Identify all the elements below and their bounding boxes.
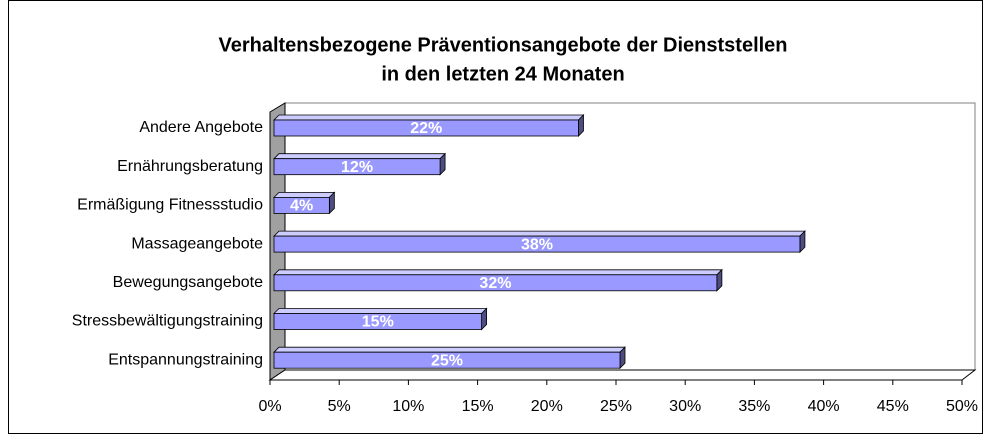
x-tick-label: 50% [946, 398, 978, 415]
value-label: 32% [479, 275, 511, 292]
bar [273, 114, 585, 137]
x-tick-label: 0% [258, 398, 281, 415]
value-label: 4% [290, 198, 313, 215]
x-tick-label: 40% [808, 398, 840, 415]
value-label: 38% [521, 236, 553, 253]
bar [273, 268, 723, 292]
y-tick-label: Massageangebote [131, 235, 263, 252]
y-tick-label: Ernährungsberatung [117, 158, 263, 175]
x-tick-label: 5% [328, 398, 351, 415]
bar [273, 152, 447, 176]
x-tick-label: 20% [531, 398, 563, 415]
x-tick-label: 30% [669, 398, 701, 415]
bar [273, 346, 626, 370]
chart-title: in den letzten 24 Monaten [381, 63, 624, 85]
x-tick-label: 25% [600, 398, 632, 415]
value-label: 25% [431, 352, 463, 369]
value-label: 15% [362, 314, 394, 331]
y-tick-label: Bewegungsangebote [113, 274, 263, 291]
bar [273, 191, 336, 215]
floor [268, 369, 977, 381]
y-tick-label: Ermäßigung Fitnessstudio [77, 197, 263, 214]
value-label: 12% [341, 159, 373, 176]
value-label: 22% [410, 120, 442, 137]
y-tick-label: Entspannungstraining [108, 351, 263, 368]
x-tick-label: 10% [392, 398, 424, 415]
x-tick-label: 35% [738, 398, 770, 415]
chart-title: Verhaltensbezogene Präventionsangebote d… [218, 34, 787, 56]
y-tick-label: Stressbewältigungstraining [72, 313, 263, 330]
y-tick-label: Andere Angebote [139, 119, 263, 136]
bar [273, 307, 488, 331]
bar [273, 230, 806, 254]
x-tick-label: 45% [877, 398, 909, 415]
x-tick-label: 15% [462, 398, 494, 415]
